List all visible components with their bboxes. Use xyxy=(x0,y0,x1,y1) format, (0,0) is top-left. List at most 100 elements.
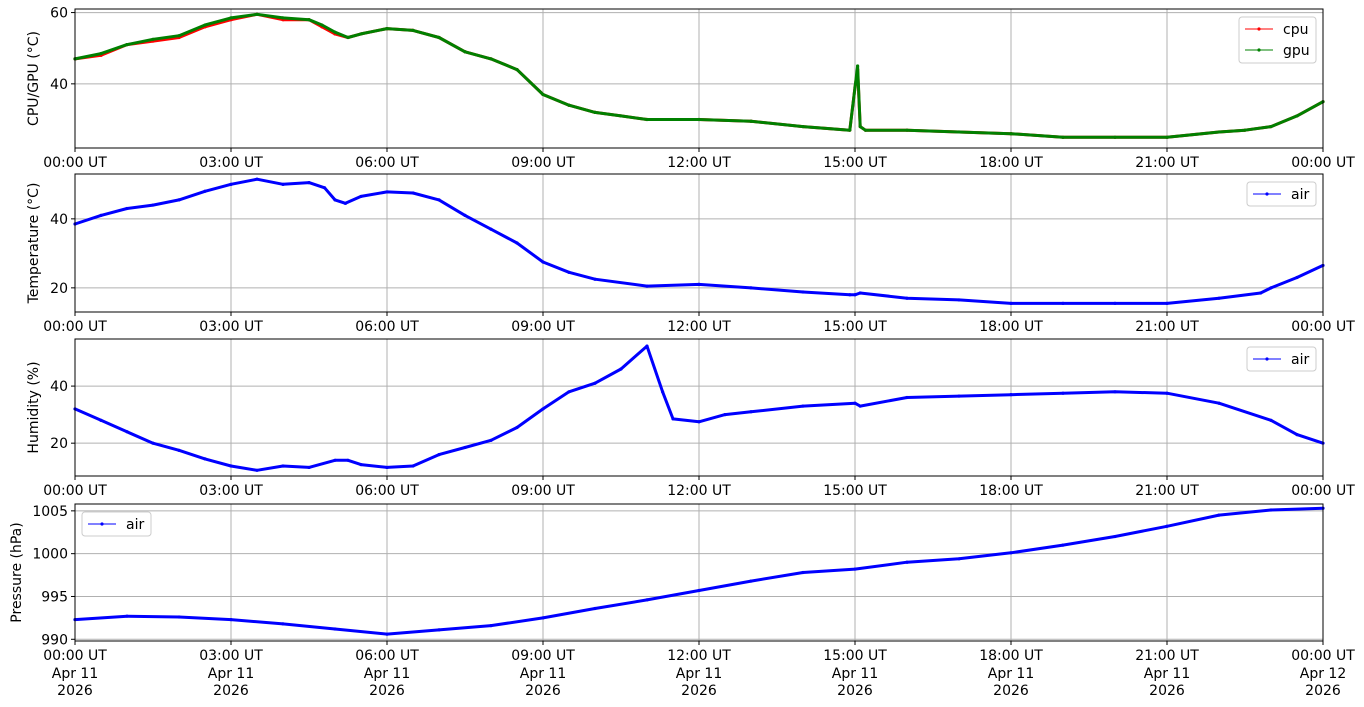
x-tick-label: 12:00 UT xyxy=(667,483,731,499)
y-tick-label: 1000 xyxy=(32,547,68,563)
x-tick-label: 00:00 UT xyxy=(43,483,107,499)
data-point-gpu xyxy=(515,67,519,72)
x-tick-label: 18:00 UT xyxy=(979,483,1043,499)
data-point-gpu xyxy=(848,128,852,132)
data-point-gpu xyxy=(853,85,857,90)
data-point-air xyxy=(567,270,571,274)
x-tick-date: Apr 11 xyxy=(520,666,566,682)
data-point-air xyxy=(177,198,181,202)
data-point-gpu xyxy=(359,32,363,36)
x-tick-label: 15:00 UT xyxy=(823,155,887,171)
data-point-air xyxy=(125,430,129,434)
x-tick-label: 00:00 UT xyxy=(1291,319,1355,335)
data-point-gpu xyxy=(1061,135,1065,139)
data-point-air xyxy=(1269,508,1273,512)
data-point-air xyxy=(307,181,311,185)
x-tick-year: 2026 xyxy=(57,683,93,699)
data-point-gpu xyxy=(697,117,701,122)
data-point-air xyxy=(385,190,389,194)
data-point-gpu xyxy=(1165,135,1169,139)
data-point-gpu xyxy=(541,92,545,97)
data-point-air xyxy=(697,282,701,286)
data-point-air xyxy=(671,417,675,421)
x-tick-label: 12:00 UT xyxy=(667,319,731,335)
data-point-air xyxy=(463,213,467,217)
data-point-air xyxy=(255,177,259,181)
data-point-air xyxy=(1061,543,1065,547)
data-point-air xyxy=(723,413,727,417)
series-line-gpu xyxy=(74,12,1324,139)
x-tick-date: Apr 11 xyxy=(364,666,410,682)
legend: air xyxy=(1246,346,1317,372)
data-point-air xyxy=(1009,551,1013,555)
data-point-air xyxy=(343,201,347,205)
data-point-air xyxy=(619,367,623,371)
data-point-air xyxy=(957,394,961,398)
x-tick-date: Apr 11 xyxy=(676,666,722,682)
data-point-air xyxy=(905,560,909,564)
data-point-air xyxy=(848,293,852,297)
data-point-air xyxy=(151,203,155,207)
x-tick-label: 06:00 UT xyxy=(355,319,419,335)
y-tick-label: 1005 xyxy=(32,504,68,520)
data-point-air xyxy=(1165,524,1169,528)
data-point-air xyxy=(437,452,441,457)
data-point-air xyxy=(801,290,805,294)
x-tick-label: 09:00 UT xyxy=(511,155,575,171)
data-point-air xyxy=(593,381,597,385)
x-tick-label: 15:00 UT xyxy=(823,319,887,335)
data-point-air xyxy=(697,588,701,593)
data-point-air xyxy=(1295,433,1299,437)
data-point-gpu xyxy=(1113,135,1117,139)
data-point-air xyxy=(359,462,363,467)
data-point-air xyxy=(1217,296,1221,300)
x-tick-date: Apr 11 xyxy=(52,666,98,682)
y-tick-label: 40 xyxy=(50,212,68,228)
x-tick-year: 2026 xyxy=(213,683,249,699)
data-point-gpu xyxy=(1217,130,1221,134)
data-point-gpu xyxy=(281,16,285,20)
data-point-air xyxy=(333,198,337,202)
data-point-gpu xyxy=(320,23,324,27)
data-point-air xyxy=(333,458,337,462)
data-point-air xyxy=(411,191,415,195)
data-point-air xyxy=(385,632,389,636)
data-point-air xyxy=(801,570,805,575)
data-point-air xyxy=(541,616,545,620)
x-tick-label: 09:00 UT xyxy=(511,483,575,499)
legend-label-gpu: gpu xyxy=(1283,43,1310,59)
legend-box xyxy=(1246,181,1317,207)
x-tick-label: 09:00 UT xyxy=(511,648,575,664)
x-tick-label: 18:00 UT xyxy=(979,648,1043,664)
y-axis-label: Temperature (°C) xyxy=(26,183,42,305)
data-point-air xyxy=(437,198,441,202)
data-point-air xyxy=(177,615,181,619)
data-point-air xyxy=(1009,393,1013,397)
x-tick-label: 06:00 UT xyxy=(355,155,419,171)
legend: air xyxy=(81,511,152,537)
data-point-gpu xyxy=(125,43,129,47)
data-point-air xyxy=(125,206,129,211)
data-point-gpu xyxy=(333,30,337,34)
data-point-gpu xyxy=(229,16,233,20)
data-point-air xyxy=(255,468,259,472)
data-point-air xyxy=(1269,418,1273,422)
data-point-gpu xyxy=(1269,125,1273,129)
x-tick-label: 21:00 UT xyxy=(1135,483,1199,499)
x-tick-date: Apr 11 xyxy=(832,666,878,682)
data-point-gpu xyxy=(858,125,862,129)
x-tick-label: 00:00 UT xyxy=(1291,648,1355,664)
data-point-gpu xyxy=(385,27,389,31)
data-point-air xyxy=(1217,401,1221,405)
data-point-air xyxy=(1113,301,1117,305)
x-tick-label: 03:00 UT xyxy=(199,483,263,499)
legend-marker-air xyxy=(1265,192,1269,196)
data-point-air xyxy=(567,390,571,394)
data-point-air xyxy=(489,623,493,628)
data-point-air xyxy=(385,465,389,470)
data-point-air xyxy=(463,445,467,450)
x-tick-label: 15:00 UT xyxy=(823,648,887,664)
data-point-gpu xyxy=(99,51,103,56)
data-point-air xyxy=(957,557,961,561)
y-axis-label: CPU/GPU (°C) xyxy=(26,31,42,126)
